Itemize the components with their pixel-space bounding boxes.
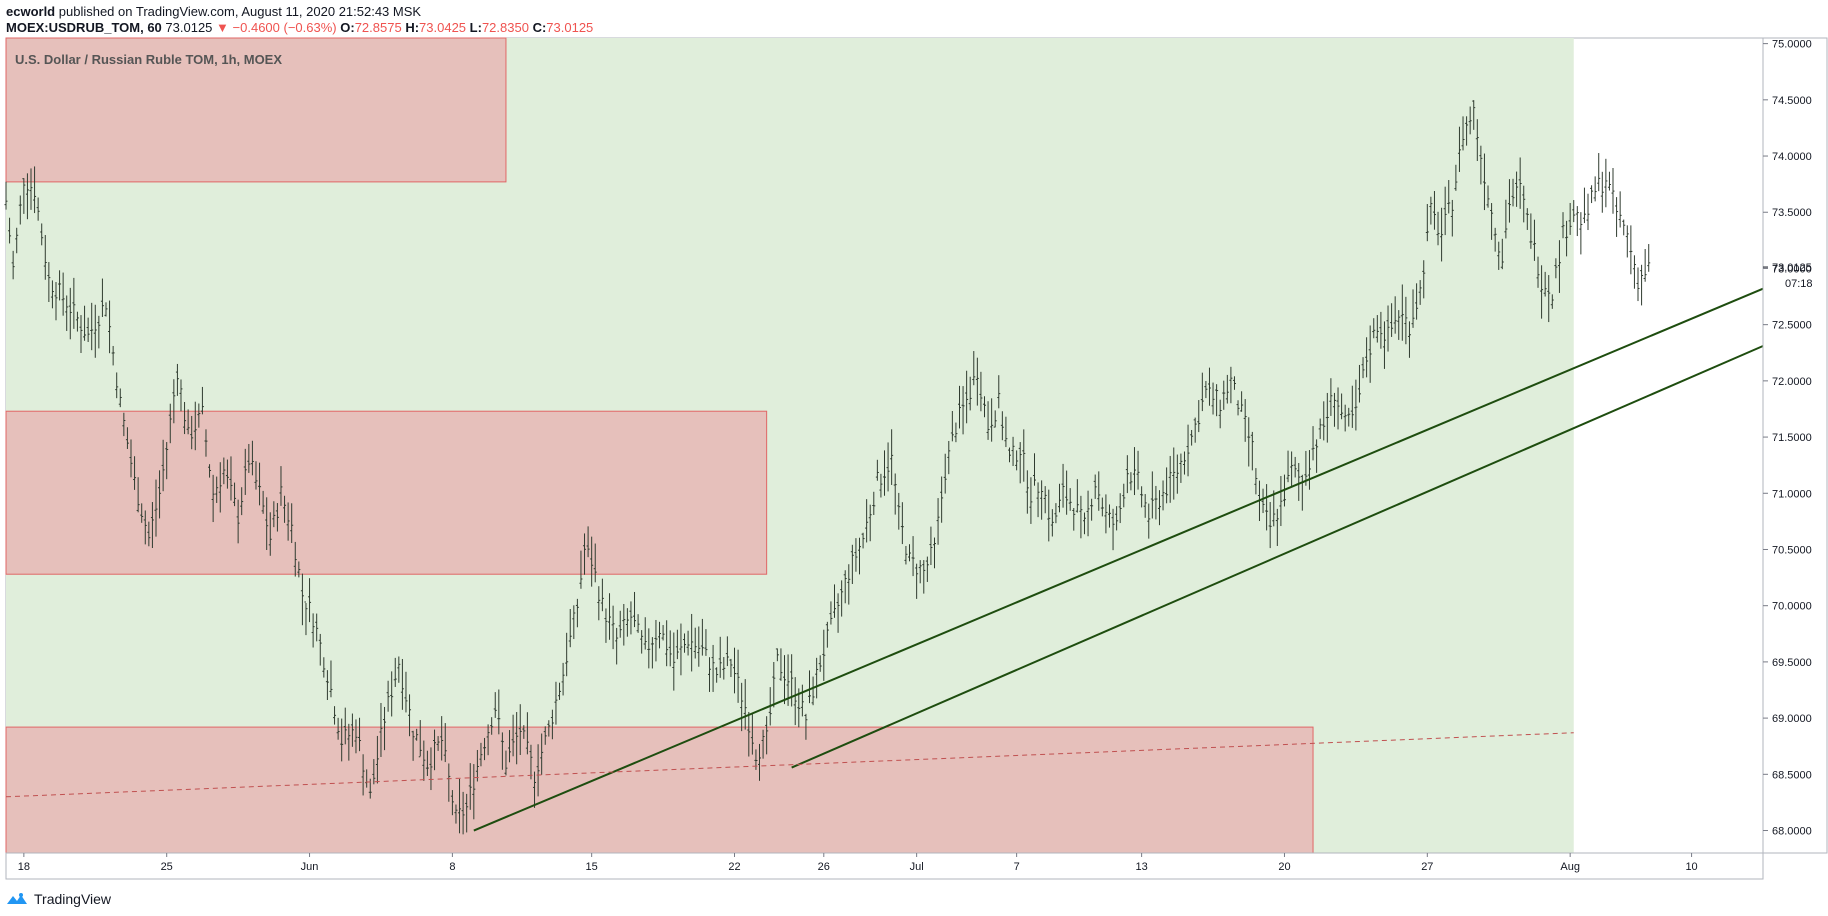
y-tick-label: 74.5000 xyxy=(1772,95,1812,107)
support-trendline xyxy=(473,287,1764,832)
symbol-label: MOEX:USDRUB_TOM, 60 xyxy=(6,20,162,35)
y-tick-label: 74.0000 xyxy=(1772,151,1812,163)
time-axis xyxy=(5,852,1764,880)
x-tick-label: 7 xyxy=(1014,861,1020,873)
low-value: 72.8350 xyxy=(481,20,529,35)
price-change: ▼ −0.4600 (−0.63%) xyxy=(216,20,337,35)
y-tick-label: 70.5000 xyxy=(1772,544,1812,556)
author-name[interactable]: ecworld xyxy=(6,4,56,19)
red-zone xyxy=(5,410,768,575)
high-value: 73.0425 xyxy=(419,20,467,35)
x-tick-label: 18 xyxy=(18,861,30,873)
close-label: C: xyxy=(532,20,547,35)
x-tick-label: 25 xyxy=(161,861,173,873)
y-tick-label: 69.0000 xyxy=(1772,713,1812,725)
price-axis xyxy=(1762,37,1828,854)
x-tick-label: 15 xyxy=(586,861,598,873)
y-tick-label: 68.5000 xyxy=(1772,769,1812,781)
last-price: 73.0125 xyxy=(165,20,213,35)
y-tick-label: 71.5000 xyxy=(1772,432,1812,444)
open-value: 72.8575 xyxy=(354,20,402,35)
y-tick-label: 69.5000 xyxy=(1772,657,1812,669)
published-info: published on TradingView.com, August 11,… xyxy=(58,4,422,19)
last-price-label: 73.0125 xyxy=(1772,262,1812,274)
red-zone xyxy=(5,726,1314,854)
chart-title: U.S. Dollar / Russian Ruble TOM, 1h, MOE… xyxy=(15,52,283,67)
y-tick-label: 71.0000 xyxy=(1772,488,1812,500)
open-label: O: xyxy=(340,20,355,35)
chart-header: ecworld published on TradingView.com, Au… xyxy=(6,4,593,36)
y-tick-label: 72.0000 xyxy=(1772,376,1812,388)
y-tick-label: 72.5000 xyxy=(1772,320,1812,332)
x-tick-label: 13 xyxy=(1135,861,1147,873)
x-tick-label: Jul xyxy=(910,861,924,873)
tradingview-brand[interactable]: TradingView xyxy=(34,891,112,907)
x-tick-label: 10 xyxy=(1685,861,1697,873)
y-tick-label: 70.0000 xyxy=(1772,601,1812,613)
red-zone xyxy=(5,37,507,183)
tradingview-logo-icon[interactable] xyxy=(6,892,28,906)
x-tick-label: 8 xyxy=(449,861,455,873)
high-label: H: xyxy=(405,20,420,35)
y-tick-label: 73.0000 xyxy=(1772,263,1812,275)
x-tick-label: 22 xyxy=(728,861,740,873)
y-tick-label: 75.0000 xyxy=(1772,39,1812,51)
dashed-trendline xyxy=(5,732,1574,798)
x-tick-label: 26 xyxy=(818,861,830,873)
y-tick-label: 68.0000 xyxy=(1772,826,1812,838)
y-tick-label: 73.5000 xyxy=(1772,207,1812,219)
x-tick-label: Jun xyxy=(301,861,319,873)
low-label: L: xyxy=(469,20,482,35)
x-tick-label: 20 xyxy=(1278,861,1290,873)
countdown-label: 07:18 xyxy=(1785,278,1813,290)
footer: TradingView xyxy=(6,888,111,910)
close-value: 73.0125 xyxy=(546,20,594,35)
x-tick-label: Aug xyxy=(1560,861,1580,873)
x-tick-label: 27 xyxy=(1421,861,1433,873)
support-trendline xyxy=(791,345,1764,769)
